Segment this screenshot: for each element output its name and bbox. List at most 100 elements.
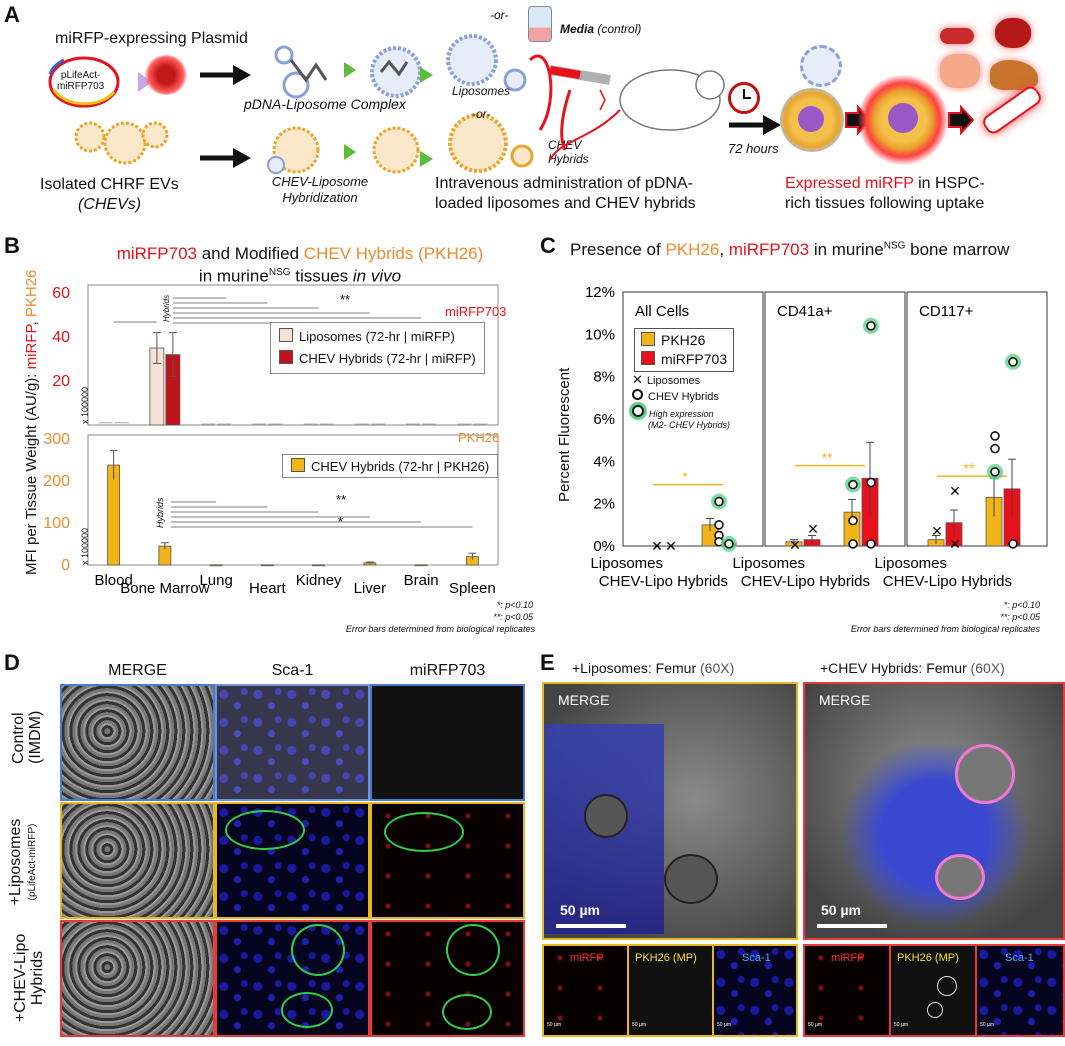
b-top-series-label: miRFP703 [445, 304, 506, 319]
c-point-liposome: ✕ [949, 536, 961, 552]
b-ylabel-red: miRFP [23, 325, 40, 370]
evs-title: Isolated CHRF EVs [40, 176, 179, 193]
b-legend-text-pkh: CHEV Hybrids (72-hr | PKH26) [311, 459, 490, 474]
time-arrow [729, 115, 781, 135]
b-top-sig: ** [340, 292, 350, 307]
d-r2-sca1-image [215, 802, 370, 919]
c-ytick: 6% [593, 411, 615, 428]
d-r1-merge-image [60, 684, 215, 801]
e-right-title-pre: +CHEV Hybrids: Femur [820, 660, 971, 676]
c-xtick-chev: CHEV-Lipo Hybrids [883, 573, 1012, 590]
b-legend-top: Liposomes (72-hr | miRFP) CHEV Hybrids (… [270, 322, 485, 374]
e-left-scalebar [556, 924, 626, 928]
plasmid-name-2: miRFP703 [57, 81, 105, 92]
e-left-title-mag: (60X) [700, 660, 735, 676]
b-xtick-label: Bone Marrow [120, 580, 209, 597]
hours-label: 72 hours [728, 141, 779, 156]
d-row3-l2: Hybrids [29, 950, 46, 1006]
c-marker-liposomes: ✕ Liposomes [632, 372, 701, 387]
b-title-mid: and Modified [197, 244, 304, 263]
c-point-chev [1008, 357, 1018, 367]
d-r2-mirfp-oval [384, 812, 464, 852]
chev-label-2: Hybrids [548, 152, 589, 166]
b-bottom-sig: ** [336, 492, 346, 507]
c-point-chev [866, 539, 876, 549]
hybrid-label-2: Hybridization [282, 190, 358, 205]
b-xtick-label: Lung [199, 572, 232, 589]
lungs-icon [940, 54, 980, 88]
c-facet-title: CD117+ [919, 303, 974, 320]
b-top-ytick: 60 [52, 285, 70, 302]
b-top-bar [473, 423, 488, 425]
d-col-sca1: Sca-1 [271, 662, 314, 679]
d-row1-l1: Control [10, 712, 27, 764]
b-top-bar [268, 423, 283, 425]
b-bottom-sig: * [338, 514, 343, 529]
b-note-3: Error bars determined from biological re… [345, 624, 535, 634]
b-top-bar [457, 423, 472, 425]
c-ylabel: Percent Fluorescent [556, 367, 573, 502]
c-title-pre: Presence of [570, 240, 666, 259]
b-title-sup: NSG [268, 267, 291, 278]
d-r3-mirfp-oval-1 [446, 924, 500, 976]
c-xtick-liposomes: Liposomes [732, 555, 805, 572]
b-hybrids-tag-top: Hybrids [162, 294, 171, 322]
c-point-chev [1008, 539, 1018, 549]
b-top-bar [354, 423, 369, 425]
e-left-pkh-label: PKH26 (MP) [635, 952, 697, 964]
expression-text: Expressed miRFP in HSPC- rich tissues fo… [785, 174, 985, 214]
e-left-merge-image: MERGE 50 µm [542, 682, 798, 940]
b-top-bar [422, 423, 437, 425]
b-legend-text-chev: CHEV Hybrids (72-hr | miRFP) [299, 351, 476, 366]
d-row3-l1: +CHEV-Lipo [12, 933, 29, 1023]
c-point-chev [724, 539, 734, 549]
control-text: (control) [597, 22, 642, 36]
b-top-bar [217, 423, 232, 425]
plasmid-name: pLifeAct- miRFP703 [57, 70, 105, 92]
mouse-injection-graphic [528, 54, 725, 161]
evs-subtitle: (CHEVs) [78, 196, 142, 213]
d-r3-mirfp-image [370, 920, 525, 1037]
c-legend-pkh: PKH26 [641, 331, 727, 350]
b-top-bar [201, 423, 216, 425]
d-r1-sca1-image [215, 684, 370, 801]
e-left-title-pre: +Liposomes: Femur [572, 660, 700, 676]
c-point-chev [848, 539, 858, 549]
d-r3-sca1-oval-1 [291, 924, 345, 976]
liver-icon [990, 60, 1038, 90]
b-xtick-label: Liver [354, 580, 387, 597]
bone-icon [980, 83, 1044, 137]
e-right-sca1-scale: 50 µm [980, 1022, 994, 1028]
c-legend: PKH26 miRFP703 [634, 328, 735, 372]
e-right-merge-label: MERGE [819, 692, 871, 708]
e-right-scale-label: 50 µm [821, 902, 861, 918]
c-ytick: 8% [593, 369, 615, 386]
mirfp-protein-icon [145, 55, 187, 95]
b-note-1: *: p<0.10 [496, 600, 533, 610]
panel-c-title: Presence of PKH26, miRFP703 in murineNSG… [570, 240, 1009, 260]
c-point-liposome: ✕ [651, 538, 663, 554]
d-col-mirfp: miRFP703 [409, 662, 486, 679]
b-bottom-bar [107, 464, 121, 566]
c-sig-text: * [682, 469, 688, 485]
e-right-mirfp-tile: miRFP 50 µm [803, 944, 891, 1037]
c-title-orange: PKH26 [665, 240, 720, 259]
b-title-l2mid: tissues [290, 266, 353, 286]
ev-cluster-graphic [74, 121, 169, 165]
d-r3-sca1-oval-2 [281, 992, 333, 1028]
e-left-mirfp-tile: miRFP 50 µm [542, 944, 629, 1037]
c-point-chev [848, 479, 858, 490]
c-marker-liposomes-text: Liposomes [646, 375, 701, 387]
b-scale-bottom: x 100000 [80, 527, 90, 565]
panel-a-label: A [4, 2, 20, 27]
b-bottom-series-text: PKH26 [458, 430, 500, 445]
process-arrows-left [200, 65, 251, 168]
media-label: Media (control) [560, 22, 641, 36]
liposome-complex-graphic [274, 45, 422, 99]
complex-label: pDNA-Liposome Complex [244, 96, 406, 112]
c-sig-text: ** [964, 460, 975, 476]
d-row3-label: +CHEV-Lipo Hybrids [12, 928, 48, 1028]
b-note-2: **: p<0.05 [493, 612, 533, 622]
spleen-icon [940, 28, 974, 44]
b-bottom-series-label: PKH26 [458, 430, 499, 445]
